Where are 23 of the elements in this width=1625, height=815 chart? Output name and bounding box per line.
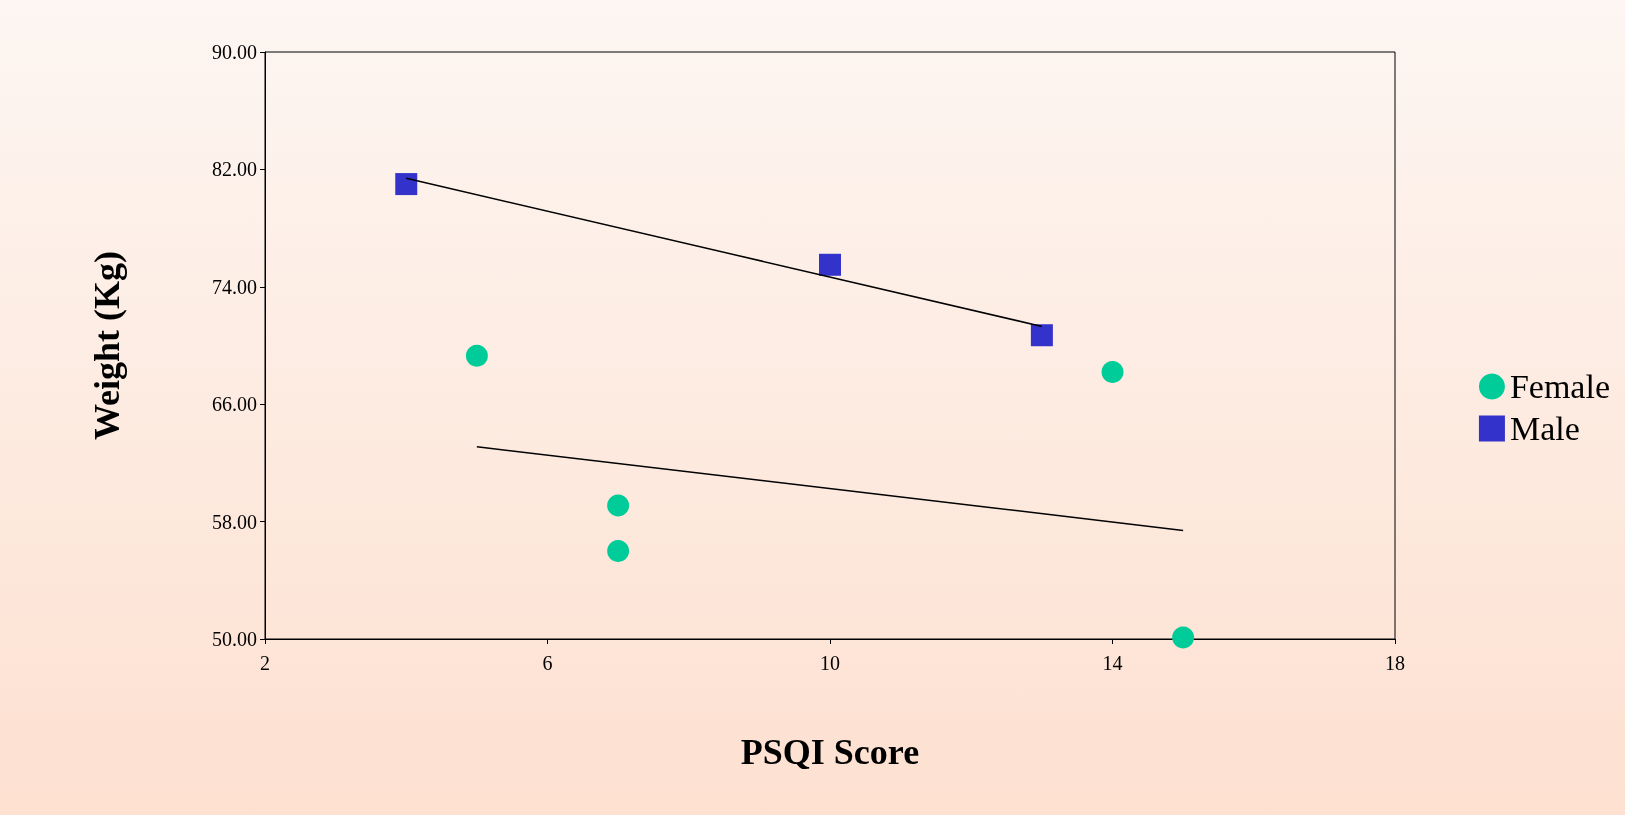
point — [819, 253, 841, 276]
x-tick-label: 10 — [820, 652, 840, 674]
x-tick-label: 14 — [1102, 652, 1123, 674]
y-tick-label: 90.00 — [212, 41, 257, 63]
x-axis-title: PSQI Score — [740, 732, 920, 772]
point — [607, 494, 630, 517]
y-tick-label: 66.00 — [212, 393, 257, 416]
y-axis-title: Weight (Kg) — [87, 251, 127, 440]
legend-label: Male — [1509, 410, 1580, 447]
legend-label: Female — [1509, 368, 1610, 405]
x-tick-label: 6 — [542, 652, 553, 674]
point — [465, 344, 488, 367]
point — [395, 173, 418, 196]
point — [1172, 626, 1195, 649]
point — [1030, 324, 1053, 347]
point — [607, 539, 630, 562]
y-tick-label: 58.00 — [212, 510, 257, 533]
y-tick-label: 74.00 — [212, 275, 257, 298]
point — [1101, 360, 1124, 383]
x-tick-label: 2 — [260, 652, 270, 674]
x-tick-label: 18 — [1385, 652, 1405, 674]
y-tick-label: 50.00 — [212, 628, 257, 650]
y-tick-label: 82.00 — [212, 158, 257, 181]
